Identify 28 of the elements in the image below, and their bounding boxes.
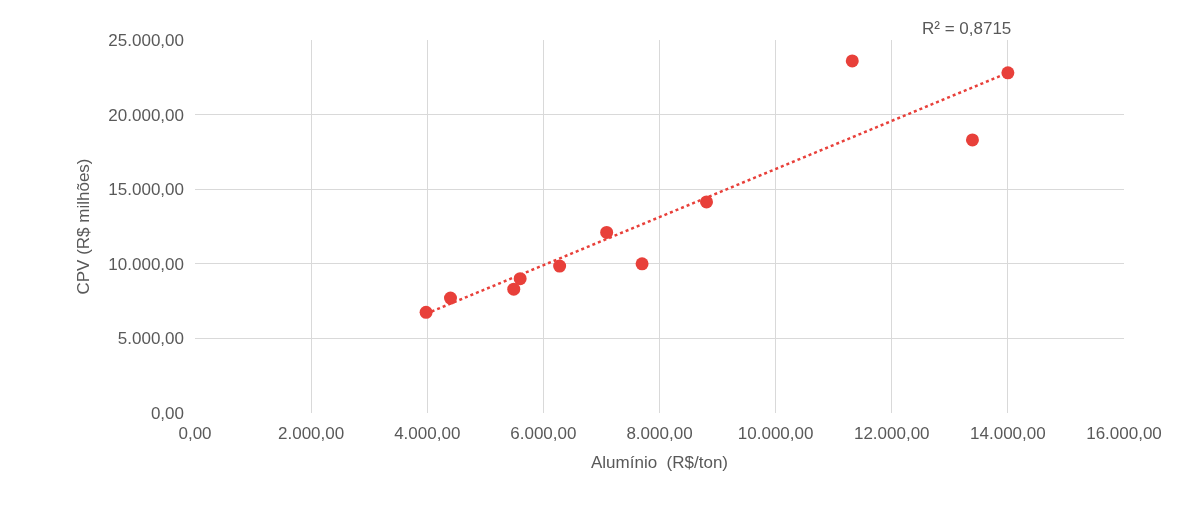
x-tick-label: 12.000,00 <box>853 424 930 443</box>
point <box>845 54 859 68</box>
y-tick-label: 5.000,00 <box>117 329 184 349</box>
y-tick-label: 0,00 <box>150 403 184 423</box>
y-tick-label: 20.000,00 <box>108 105 184 125</box>
x-tick-label: 6.000,00 <box>510 424 577 443</box>
x-tick-label: 4.000,00 <box>394 424 461 443</box>
point <box>507 282 521 296</box>
point <box>635 257 649 271</box>
point <box>553 259 567 273</box>
x-tick-label: 14.000,00 <box>970 424 1046 443</box>
point <box>419 305 433 319</box>
x-tick-label: 10.000,00 <box>737 424 814 443</box>
point <box>700 195 714 209</box>
x-tick-label: 8.000,00 <box>626 424 693 443</box>
y-tick-label: 10.000,00 <box>108 254 184 274</box>
x-axis-title: Alumínio (R$/ton) <box>591 453 728 473</box>
point <box>965 133 979 147</box>
x-tick-label: 0,00 <box>178 424 212 443</box>
y-tick-label: 15.000,00 <box>108 180 184 200</box>
x-tick-label: 16.000,00 <box>1086 424 1162 443</box>
point <box>1001 66 1015 80</box>
y-tick-label: 25.000,00 <box>108 30 184 50</box>
point <box>443 291 457 305</box>
y-axis-title: CPV (R$ milhões) <box>73 158 93 295</box>
point <box>600 225 614 239</box>
x-tick-label: 2.000,00 <box>278 424 345 443</box>
text: R² = 0,8715 <box>922 19 1012 38</box>
